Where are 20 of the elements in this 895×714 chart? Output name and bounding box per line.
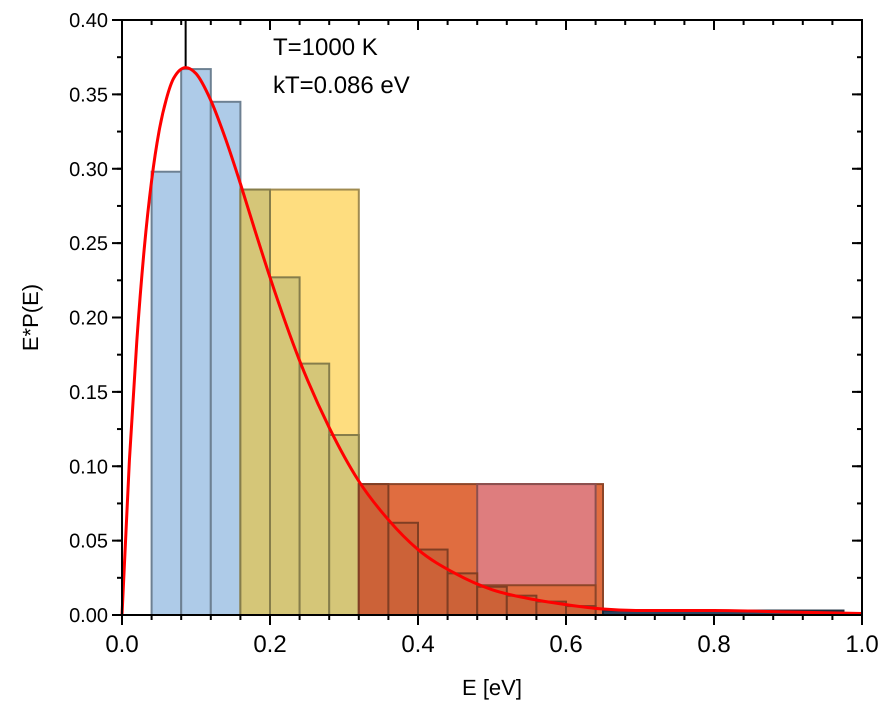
line-series (120, 66, 864, 616)
y-axis-title: E*P(E) (18, 284, 43, 352)
x-tick-label: 0.8 (697, 631, 731, 658)
annotation: kT=0.086 eV (273, 72, 410, 99)
x-axis-title: E [eV] (462, 675, 522, 700)
y-tick-label: 0.00 (69, 605, 108, 627)
x-tick-label: 0.2 (253, 631, 287, 658)
y-tick-label: 0.20 (69, 308, 108, 330)
y-tick-label: 0.15 (69, 382, 108, 404)
annotation: T=1000 K (273, 34, 378, 61)
y-tick-label: 0.40 (69, 10, 108, 32)
x-tick-label: 0.4 (401, 631, 435, 658)
y-tick-label: 0.35 (69, 84, 108, 106)
y-tick-label: 0.10 (69, 456, 108, 478)
x-tick-label: 0.6 (549, 631, 583, 658)
y-tick-label: 0.05 (69, 530, 108, 553)
x-tick-label: 1.0 (845, 631, 879, 658)
y-tick-label: 0.30 (69, 158, 108, 181)
y-tick-label: 0.25 (69, 233, 108, 256)
x-tick-label: 0.0 (105, 631, 139, 658)
